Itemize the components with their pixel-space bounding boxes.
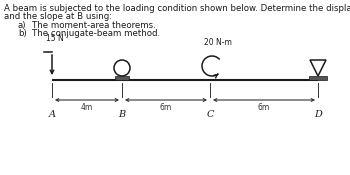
Text: 6m: 6m bbox=[258, 103, 270, 112]
Text: 6m: 6m bbox=[160, 103, 172, 112]
Text: The moment-area theorems.: The moment-area theorems. bbox=[32, 21, 156, 30]
Text: 20 N-m: 20 N-m bbox=[204, 38, 232, 47]
Text: D: D bbox=[314, 110, 322, 119]
Text: B: B bbox=[118, 110, 126, 119]
Text: 4m: 4m bbox=[81, 103, 93, 112]
Bar bbox=[309, 76, 327, 80]
Text: b): b) bbox=[18, 29, 27, 38]
Text: A beam is subjected to the loading condition shown below. Determine the displace: A beam is subjected to the loading condi… bbox=[4, 4, 350, 13]
Text: a): a) bbox=[18, 21, 27, 30]
Text: C: C bbox=[206, 110, 214, 119]
Text: A: A bbox=[49, 110, 56, 119]
Text: The conjugate-beam method.: The conjugate-beam method. bbox=[32, 29, 160, 38]
Text: 15 N: 15 N bbox=[46, 34, 64, 43]
Text: and the slope at ​B using:: and the slope at ​B using: bbox=[4, 12, 112, 21]
Bar bbox=[115, 76, 129, 80]
